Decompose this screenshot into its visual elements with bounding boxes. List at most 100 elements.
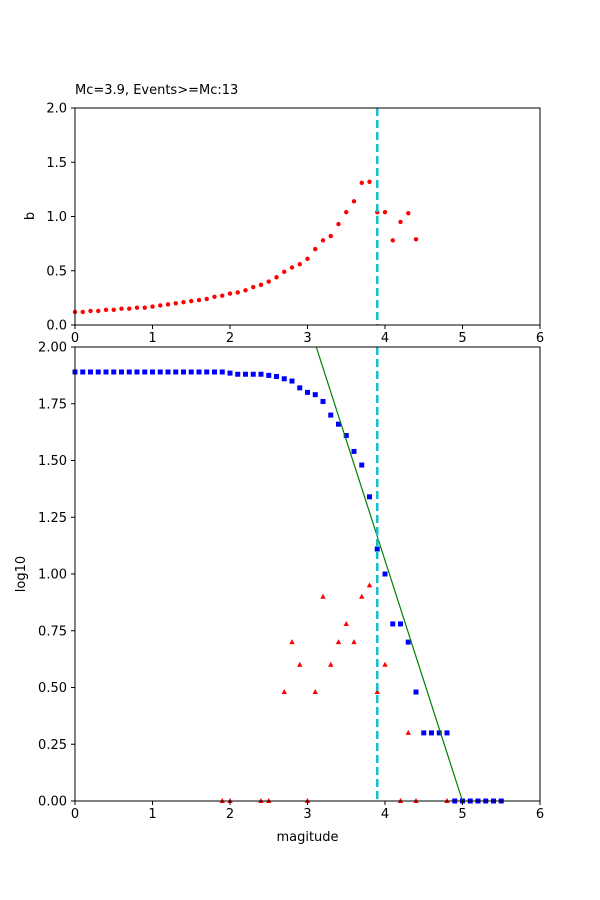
data-point (95, 369, 101, 375)
data-point (405, 639, 411, 645)
data-point (157, 369, 163, 375)
data-point (250, 371, 256, 377)
fit-line (315, 346, 464, 802)
x-tick-label: 3 (303, 331, 311, 346)
data-point (436, 730, 442, 736)
data-point (320, 398, 326, 404)
data-point (297, 385, 303, 391)
data-point (374, 546, 380, 552)
data-point (158, 303, 163, 308)
data-point (235, 371, 241, 377)
y-tick-label: 0.50 (38, 681, 67, 696)
data-point (281, 376, 287, 382)
y-tick-label: 1.0 (46, 210, 67, 225)
x-tick-label: 4 (381, 807, 389, 822)
data-point (343, 620, 349, 626)
data-point (297, 262, 302, 267)
data-point (320, 238, 326, 243)
data-point (212, 369, 217, 375)
data-point (305, 389, 310, 395)
data-point (88, 369, 93, 375)
y-tick-label: 2.00 (38, 341, 67, 356)
x-tick-label: 0 (71, 331, 79, 346)
data-point (406, 211, 411, 216)
data-point (127, 306, 132, 311)
data-point (196, 297, 202, 303)
data-point (282, 269, 287, 275)
data-point (351, 199, 357, 204)
data-point (382, 209, 388, 215)
y-tick-label: 0.25 (38, 738, 67, 753)
chart-title: Mc=3.9, Events>=Mc:13 (75, 83, 238, 98)
top-x-axis: 0 1 2 3 4 5 6 (71, 325, 544, 346)
y-tick-label: 1.75 (38, 397, 67, 412)
data-point (165, 369, 171, 375)
data-point (266, 279, 271, 284)
data-point (150, 304, 155, 309)
data-point (181, 300, 186, 305)
data-point (405, 729, 411, 735)
data-point (398, 621, 403, 627)
data-point (258, 282, 264, 288)
data-point (444, 730, 450, 736)
data-point (398, 219, 403, 225)
data-point (119, 306, 124, 311)
bottom-x-axis: 0 1 2 3 4 5 6 (71, 801, 544, 822)
data-point (313, 246, 318, 252)
data-point (173, 301, 178, 306)
y-tick-label: 0.75 (38, 624, 67, 639)
x-tick-label: 3 (303, 807, 311, 822)
data-point (351, 448, 357, 454)
data-point (344, 209, 349, 215)
data-point (142, 369, 148, 375)
data-point (328, 233, 333, 239)
data-point (390, 621, 396, 627)
data-point (111, 307, 116, 313)
x-tick-label: 0 (71, 807, 79, 822)
data-point (111, 369, 117, 375)
data-point (150, 369, 155, 375)
data-point (80, 309, 85, 315)
data-point (119, 369, 124, 375)
bottom-y-axis: 0.00 0.25 0.50 0.75 1.00 1.25 1.50 1.75 2.00 (38, 341, 75, 810)
data-point (359, 593, 365, 599)
x-tick-label: 2 (226, 807, 234, 822)
data-point (142, 305, 147, 310)
x-tick-label: 2 (226, 331, 234, 346)
data-point (126, 369, 132, 375)
data-point (390, 238, 395, 243)
data-point (196, 369, 202, 375)
y-tick-label: 0.00 (38, 795, 67, 810)
x-tick-label: 6 (536, 331, 544, 346)
data-point (421, 730, 427, 736)
data-point (305, 256, 310, 262)
data-point (320, 593, 326, 599)
data-point (173, 369, 179, 375)
fit-line-segment (315, 346, 464, 802)
data-point (181, 369, 186, 375)
bottom-x-axis-label: magitude (276, 830, 338, 845)
bottom-y-axis-label: log10 (14, 556, 29, 592)
data-point (382, 571, 388, 577)
data-point (312, 689, 318, 695)
top-y-axis-label: b (23, 212, 38, 220)
data-point (351, 639, 357, 645)
data-point (134, 369, 140, 375)
data-point (328, 412, 334, 418)
data-point (220, 293, 225, 298)
data-point (243, 288, 248, 293)
data-point (96, 308, 101, 314)
data-point (219, 369, 225, 375)
data-point (336, 221, 341, 227)
data-point (266, 372, 272, 378)
data-point (274, 275, 279, 280)
data-point (188, 369, 194, 375)
data-point (366, 582, 373, 588)
data-point (289, 265, 295, 270)
data-point (165, 302, 171, 307)
data-point (328, 661, 334, 667)
data-point (429, 730, 434, 736)
data-point (367, 494, 372, 500)
